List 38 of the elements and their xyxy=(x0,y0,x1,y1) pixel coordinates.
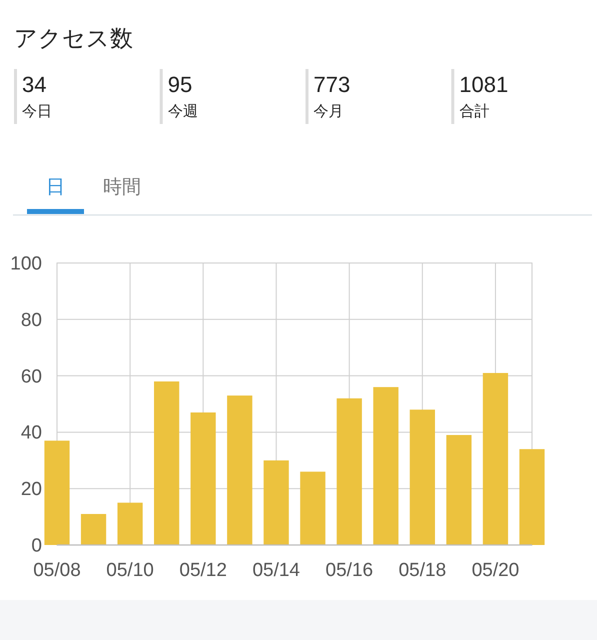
x-tick-label: 05/12 xyxy=(179,560,227,581)
bar xyxy=(482,372,508,545)
bar xyxy=(117,502,143,545)
text: 今日 xyxy=(22,103,52,120)
x-tick-label: 05/20 xyxy=(472,560,520,581)
x-tick-label: 05/16 xyxy=(326,560,374,581)
y-tick-label: 100 xyxy=(10,254,42,274)
text: 34 xyxy=(22,72,46,97)
bar xyxy=(44,440,70,545)
y-tick-label: 40 xyxy=(20,422,42,444)
bar xyxy=(373,387,398,545)
x-tick-label: 05/14 xyxy=(252,560,300,581)
y-tick-label: 80 xyxy=(20,310,42,331)
text: 95 xyxy=(168,72,192,97)
bar xyxy=(410,410,435,545)
text: 合計 xyxy=(459,103,490,120)
bar xyxy=(446,435,472,545)
text: 日 xyxy=(46,177,65,198)
x-tick-label: 05/10 xyxy=(106,560,154,581)
y-tick-label: 60 xyxy=(20,366,42,388)
y-tick-label: 20 xyxy=(20,479,42,500)
text: 時間 xyxy=(103,177,141,198)
bar xyxy=(300,472,326,545)
y-tick-label: 0 xyxy=(31,536,42,556)
bar xyxy=(336,398,362,545)
text: 773 xyxy=(314,72,350,97)
text: 今月 xyxy=(314,103,344,120)
text: アクセス数 xyxy=(14,25,133,51)
bar xyxy=(80,514,106,545)
bar xyxy=(227,396,252,545)
x-tick-label: 05/08 xyxy=(33,560,81,581)
x-tick-label: 05/18 xyxy=(398,560,446,581)
text: 1081 xyxy=(459,72,508,97)
bar xyxy=(154,381,180,545)
bar xyxy=(264,460,289,545)
text: 今週 xyxy=(168,103,198,120)
bar xyxy=(190,412,216,545)
bar xyxy=(519,449,545,545)
